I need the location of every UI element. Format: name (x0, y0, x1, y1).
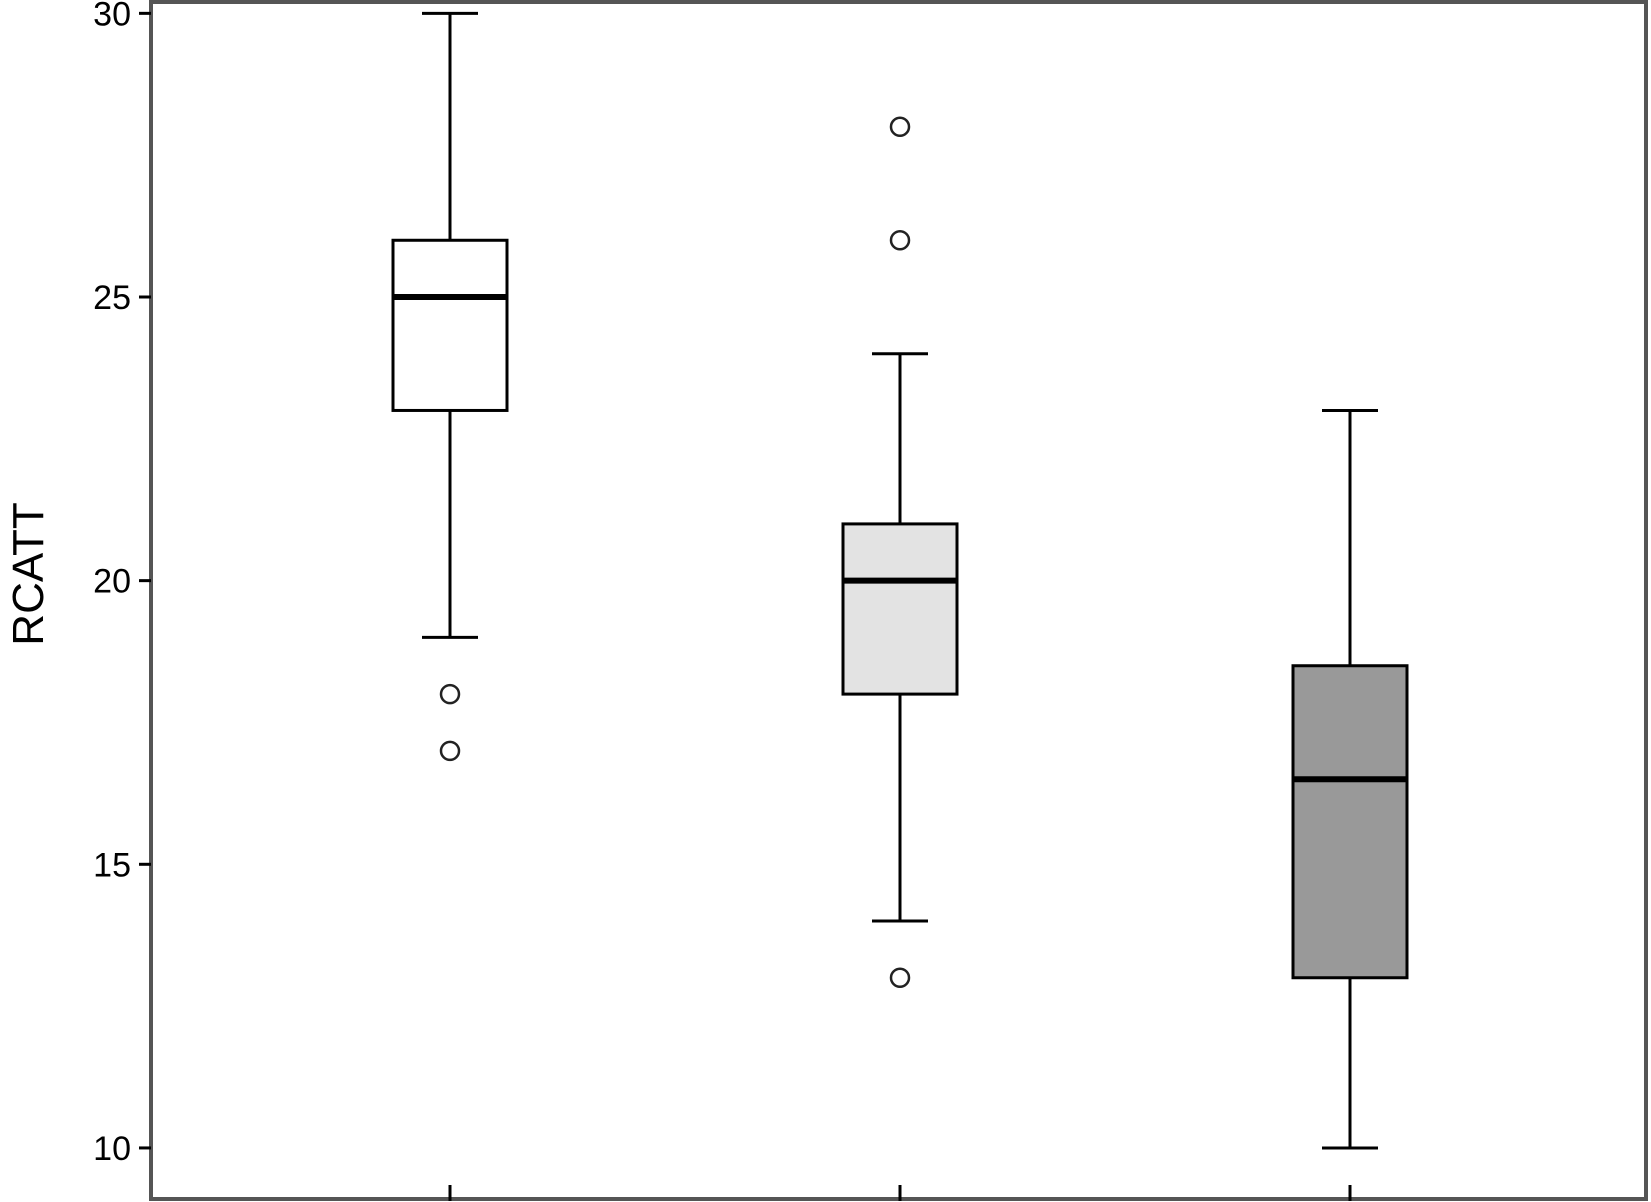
outlier-point-2-2 (889, 230, 911, 251)
y-tick-label-25: 25 (93, 279, 131, 317)
outlier-point-2-1 (889, 116, 911, 138)
x-axis (448, 1185, 1352, 1201)
box-group-1 (391, 11, 509, 762)
y-tick-label-30: 30 (93, 0, 131, 33)
outlier-point-2-3 (889, 967, 911, 989)
box-group-2 (841, 116, 959, 989)
y-axis: 10 15 20 25 30 (93, 0, 151, 1168)
outlier-point-1-1 (439, 683, 461, 705)
box-group-3 (1291, 408, 1409, 1150)
y-tick-label-20: 20 (93, 563, 131, 601)
y-axis-title: RCATT (4, 502, 53, 645)
outlier-point-1-2 (439, 740, 461, 762)
y-tick-label-10: 10 (93, 1130, 131, 1168)
iqr-box-2 (841, 522, 959, 696)
y-tick-label-15: 15 (93, 846, 131, 884)
iqr-box-1 (391, 238, 509, 412)
boxes (391, 11, 1409, 1150)
iqr-box-3 (1291, 664, 1409, 980)
